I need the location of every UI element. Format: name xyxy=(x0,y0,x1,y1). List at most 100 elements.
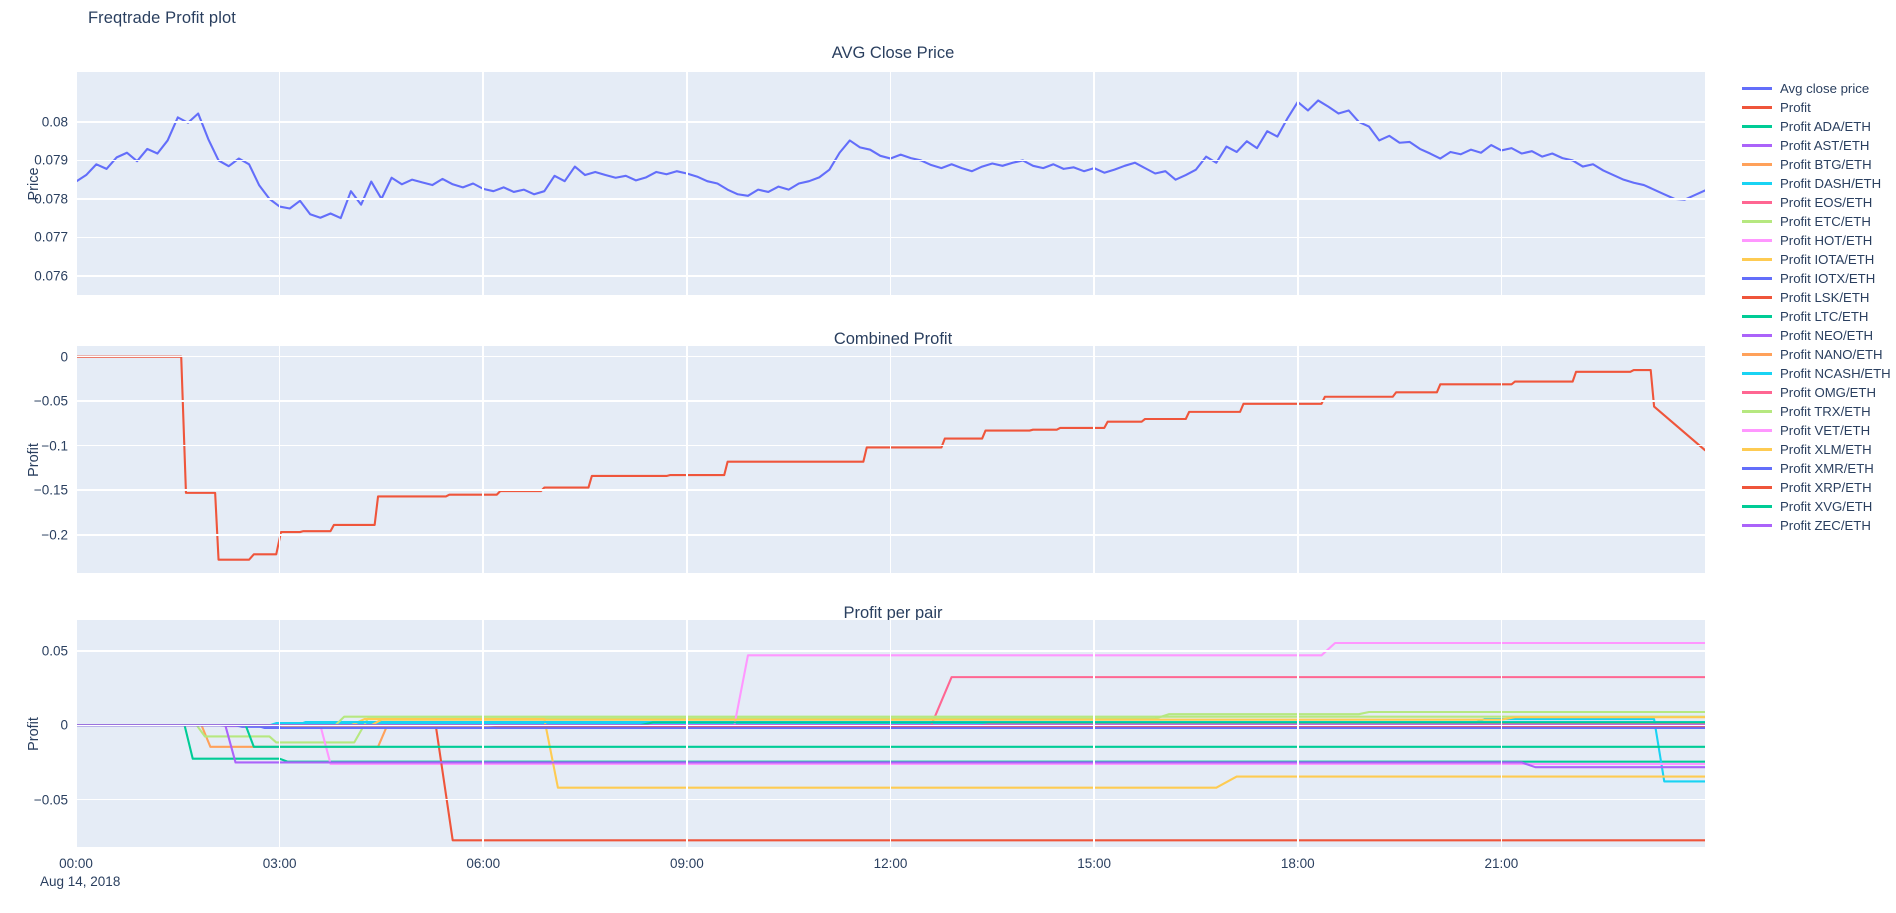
gridline-vertical xyxy=(278,346,281,573)
xaxis-tick-label: 12:00 xyxy=(873,856,908,871)
gridline-vertical xyxy=(1296,620,1299,847)
legend-item[interactable]: Profit NCASH/ETH xyxy=(1742,364,1896,383)
legend-color-swatch xyxy=(1742,125,1772,128)
legend-color-swatch xyxy=(1742,87,1772,90)
yaxis-tick-label: 0 xyxy=(60,349,68,365)
legend-item-label: Profit NANO/ETH xyxy=(1780,347,1883,362)
legend-item[interactable]: Profit AST/ETH xyxy=(1742,136,1896,155)
legend-item[interactable]: Profit LTC/ETH xyxy=(1742,307,1896,326)
legend-item[interactable]: Profit XMR/ETH xyxy=(1742,459,1896,478)
legend-color-swatch xyxy=(1742,486,1772,489)
gridline-vertical xyxy=(1093,346,1095,573)
legend-color-swatch xyxy=(1742,410,1772,413)
legend-item[interactable]: Profit IOTX/ETH xyxy=(1742,269,1896,288)
legend-item-label: Profit HOT/ETH xyxy=(1780,233,1873,248)
legend-color-swatch xyxy=(1742,144,1772,147)
legend-item-label: Profit VET/ETH xyxy=(1780,423,1871,438)
subplot-title-avg-close-price: AVG Close Price xyxy=(831,44,955,62)
yaxis-tick-label: −0.05 xyxy=(33,393,68,409)
gridline-vertical xyxy=(889,346,892,573)
legend-item-label: Profit NEO/ETH xyxy=(1780,328,1874,343)
legend-item-label: Profit xyxy=(1780,100,1811,115)
legend-item-label: Profit IOTA/ETH xyxy=(1780,252,1875,267)
legend-color-swatch xyxy=(1742,353,1772,356)
legend-color-swatch xyxy=(1742,296,1772,299)
legend-item[interactable]: Profit VET/ETH xyxy=(1742,421,1896,440)
legend-item-label: Profit LSK/ETH xyxy=(1780,290,1870,305)
legend-item[interactable]: Avg close price xyxy=(1742,79,1896,98)
legend-color-swatch xyxy=(1742,106,1772,109)
gridline-vertical xyxy=(889,72,892,295)
gridline-vertical xyxy=(1500,346,1503,573)
gridline-vertical xyxy=(278,620,281,847)
xaxis-date-label: Aug 14, 2018 xyxy=(40,874,121,889)
legend-item-label: Profit DASH/ETH xyxy=(1780,176,1882,191)
legend-color-swatch xyxy=(1742,220,1772,223)
legend-item[interactable]: Profit OMG/ETH xyxy=(1742,383,1896,402)
legend-color-swatch xyxy=(1742,315,1772,318)
legend-color-swatch xyxy=(1742,258,1772,261)
legend-color-swatch xyxy=(1742,201,1772,204)
legend-item[interactable]: Profit EOS/ETH xyxy=(1742,193,1896,212)
gridline-vertical xyxy=(1296,346,1299,573)
legend-item-label: Profit LTC/ETH xyxy=(1780,309,1869,324)
series-line xyxy=(76,710,1705,744)
legend-item[interactable]: Profit IOTA/ETH xyxy=(1742,250,1896,269)
series-line xyxy=(76,355,1705,561)
legend-item[interactable]: Profit BTG/ETH xyxy=(1742,155,1896,174)
subplot-title-profit-per-pair: Profit per pair xyxy=(843,604,943,622)
yaxis-tick-label: 0 xyxy=(60,717,68,733)
series-group-2 xyxy=(76,355,1705,561)
legend-item-label: Avg close price xyxy=(1780,81,1870,96)
gridline-vertical xyxy=(889,620,892,847)
legend-item-label: Profit TRX/ETH xyxy=(1780,404,1871,419)
yaxis-tick-label: −0.1 xyxy=(41,438,68,454)
legend-item[interactable]: Profit XRP/ETH xyxy=(1742,478,1896,497)
legend-color-swatch xyxy=(1742,429,1772,432)
legend-color-swatch xyxy=(1742,524,1772,527)
legend-color-swatch xyxy=(1742,239,1772,242)
legend-color-swatch xyxy=(1742,334,1772,337)
legend-item-label: Profit ZEC/ETH xyxy=(1780,518,1871,533)
gridline-vertical xyxy=(1500,72,1503,295)
series-line xyxy=(76,724,1705,763)
legend-item[interactable]: Profit XLM/ETH xyxy=(1742,440,1896,459)
legend-item-label: Profit BTG/ETH xyxy=(1780,157,1872,172)
legend-item-label: Profit OMG/ETH xyxy=(1780,385,1876,400)
legend-color-swatch xyxy=(1742,372,1772,375)
xaxis-tick-label: 09:00 xyxy=(669,856,704,871)
legend-item[interactable]: Profit TRX/ETH xyxy=(1742,402,1896,421)
gridline-vertical xyxy=(1093,72,1095,295)
legend-item[interactable]: Profit xyxy=(1742,98,1896,117)
figure-title: Freqtrade Profit plot xyxy=(88,9,236,27)
legend-item[interactable]: Profit DASH/ETH xyxy=(1742,174,1896,193)
gridline-vertical xyxy=(482,620,485,847)
legend-item[interactable]: Profit ADA/ETH xyxy=(1742,117,1896,136)
yaxis-tick-label: 0.08 xyxy=(41,114,68,130)
chart-legend[interactable]: Avg close price Profit Profit ADA/ETH Profi… xyxy=(1742,79,1896,535)
legend-item-label: Profit XMR/ETH xyxy=(1780,461,1874,476)
legend-item-label: Profit IOTX/ETH xyxy=(1780,271,1876,286)
legend-item[interactable]: Profit HOT/ETH xyxy=(1742,231,1896,250)
yaxis-tick-label: −0.15 xyxy=(33,482,68,498)
legend-color-swatch xyxy=(1742,505,1772,508)
legend-item[interactable]: Profit ZEC/ETH xyxy=(1742,516,1896,535)
legend-item[interactable]: Profit LSK/ETH xyxy=(1742,288,1896,307)
yaxis-tick-label: 0.077 xyxy=(34,229,68,245)
legend-item[interactable]: Profit XVG/ETH xyxy=(1742,497,1896,516)
xaxis-tick-label: 18:00 xyxy=(1280,856,1315,871)
gridline-vertical xyxy=(1500,620,1503,847)
yaxis-tick-label: 0.079 xyxy=(34,152,68,168)
legend-item-label: Profit ADA/ETH xyxy=(1780,119,1871,134)
legend-item-label: Profit XLM/ETH xyxy=(1780,442,1872,457)
legend-item-label: Profit XRP/ETH xyxy=(1780,480,1872,495)
legend-item[interactable]: Profit NANO/ETH xyxy=(1742,345,1896,364)
xaxis-tick-label: 15:00 xyxy=(1077,856,1112,871)
gridline-vertical xyxy=(75,72,77,295)
legend-item-label: Profit AST/ETH xyxy=(1780,138,1870,153)
yaxis-tick-label: −0.2 xyxy=(41,527,68,543)
yaxis-tick-label: 0.076 xyxy=(34,268,68,284)
legend-item[interactable]: Profit ETC/ETH xyxy=(1742,212,1896,231)
gridline-vertical xyxy=(686,346,688,573)
legend-item[interactable]: Profit NEO/ETH xyxy=(1742,326,1896,345)
